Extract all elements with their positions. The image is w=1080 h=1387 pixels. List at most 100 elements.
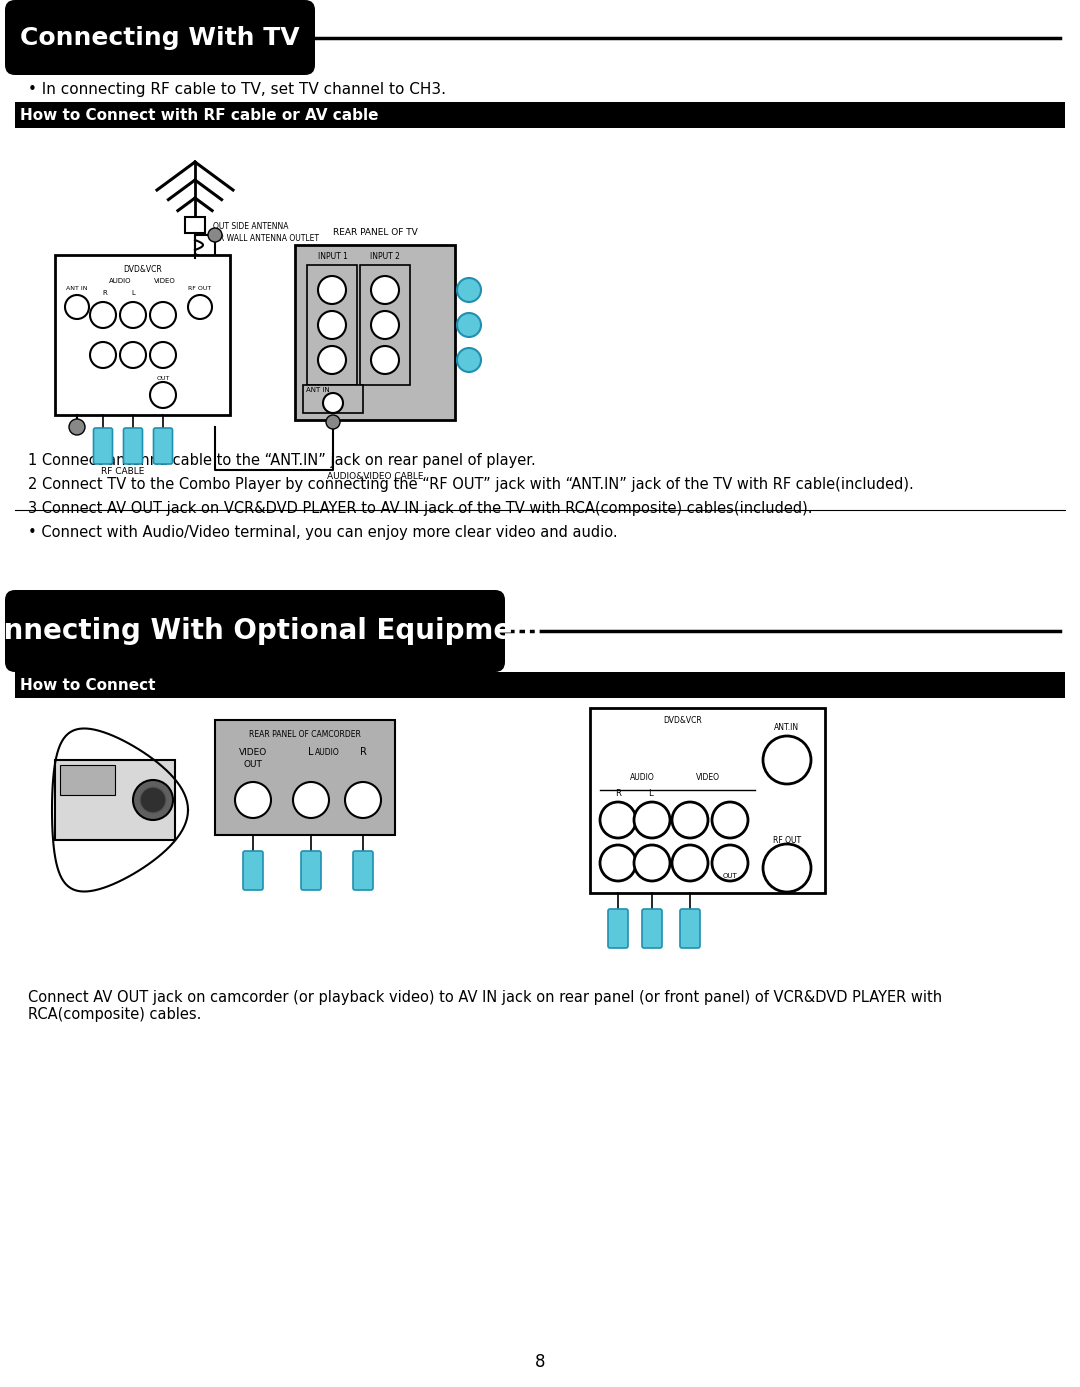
Bar bbox=[590, 707, 825, 893]
Text: RF CABLE: RF CABLE bbox=[100, 467, 145, 476]
Bar bbox=[215, 720, 395, 835]
Circle shape bbox=[762, 736, 811, 784]
Circle shape bbox=[712, 845, 748, 881]
Circle shape bbox=[140, 786, 166, 813]
Text: DVD&VCR: DVD&VCR bbox=[663, 716, 702, 725]
Circle shape bbox=[120, 302, 146, 327]
Text: AUDIO: AUDIO bbox=[109, 277, 132, 284]
Text: R: R bbox=[616, 789, 621, 798]
Text: DVD&VCR: DVD&VCR bbox=[123, 265, 162, 275]
Circle shape bbox=[293, 782, 329, 818]
Circle shape bbox=[208, 227, 222, 241]
Circle shape bbox=[762, 845, 811, 892]
Circle shape bbox=[318, 345, 346, 374]
Text: RF OUT: RF OUT bbox=[773, 836, 801, 845]
Text: VIDEO: VIDEO bbox=[696, 773, 720, 782]
Bar bbox=[15, 671, 1065, 698]
Bar bbox=[60, 766, 114, 795]
FancyBboxPatch shape bbox=[642, 908, 662, 947]
Text: OUT: OUT bbox=[157, 376, 170, 381]
Text: • In connecting RF cable to TV, set TV channel to CH3.: • In connecting RF cable to TV, set TV c… bbox=[28, 82, 446, 97]
Text: 2 Connect TV to the Combo Player by connecting the “RF OUT” jack with “ANT.IN” j: 2 Connect TV to the Combo Player by conn… bbox=[28, 477, 914, 492]
Polygon shape bbox=[52, 728, 188, 892]
Text: How to Connect with RF cable or AV cable: How to Connect with RF cable or AV cable bbox=[21, 108, 378, 122]
Text: L: L bbox=[648, 789, 652, 798]
Circle shape bbox=[634, 845, 670, 881]
Circle shape bbox=[634, 802, 670, 838]
Circle shape bbox=[457, 313, 481, 337]
Bar bbox=[55, 255, 230, 415]
FancyBboxPatch shape bbox=[5, 0, 315, 75]
Circle shape bbox=[150, 343, 176, 368]
FancyBboxPatch shape bbox=[243, 852, 264, 890]
Circle shape bbox=[326, 415, 340, 429]
Text: ANT.IN: ANT.IN bbox=[774, 723, 799, 732]
FancyBboxPatch shape bbox=[94, 429, 112, 465]
Circle shape bbox=[150, 381, 176, 408]
Text: • Connect with Audio/Video terminal, you can enjoy more clear video and audio.: • Connect with Audio/Video terminal, you… bbox=[28, 526, 618, 540]
Text: Connect AV OUT jack on camcorder (or playback video) to AV IN jack on rear panel: Connect AV OUT jack on camcorder (or pla… bbox=[28, 990, 942, 1022]
Text: AUDIO&VIDEO CABLE: AUDIO&VIDEO CABLE bbox=[327, 472, 423, 481]
Circle shape bbox=[318, 311, 346, 338]
Circle shape bbox=[712, 802, 748, 838]
Circle shape bbox=[672, 802, 708, 838]
Text: 3 Connect AV OUT jack on VCR&DVD PLAYER to AV IN jack of the TV with RCA(composi: 3 Connect AV OUT jack on VCR&DVD PLAYER … bbox=[28, 501, 812, 516]
Text: REAR PANEL OF CAMCORDER: REAR PANEL OF CAMCORDER bbox=[249, 730, 361, 739]
Text: INPUT 1: INPUT 1 bbox=[319, 252, 348, 261]
Circle shape bbox=[345, 782, 381, 818]
Text: Connecting With TV: Connecting With TV bbox=[21, 25, 300, 50]
Text: L: L bbox=[131, 290, 135, 295]
Bar bbox=[303, 386, 363, 413]
Bar bbox=[15, 103, 1065, 128]
FancyBboxPatch shape bbox=[353, 852, 373, 890]
Circle shape bbox=[69, 419, 85, 436]
Circle shape bbox=[457, 277, 481, 302]
Text: Connecting With Optional Equipment: Connecting With Optional Equipment bbox=[0, 617, 545, 645]
Circle shape bbox=[457, 348, 481, 372]
FancyBboxPatch shape bbox=[5, 589, 505, 671]
Text: R: R bbox=[103, 290, 107, 295]
Text: OUT SIDE ANTENNA: OUT SIDE ANTENNA bbox=[213, 222, 288, 232]
Circle shape bbox=[323, 393, 343, 413]
Text: 1 Connect antenna cable to the “ANT.IN” jack on rear panel of player.: 1 Connect antenna cable to the “ANT.IN” … bbox=[28, 454, 536, 467]
FancyBboxPatch shape bbox=[123, 429, 143, 465]
Text: ANT IN: ANT IN bbox=[306, 387, 329, 393]
Text: OR WALL ANTENNA OUTLET: OR WALL ANTENNA OUTLET bbox=[213, 234, 319, 243]
Circle shape bbox=[65, 295, 89, 319]
Circle shape bbox=[133, 779, 173, 820]
FancyBboxPatch shape bbox=[608, 908, 627, 947]
Circle shape bbox=[318, 276, 346, 304]
Circle shape bbox=[90, 343, 116, 368]
Text: L: L bbox=[308, 748, 314, 757]
Text: How to Connect: How to Connect bbox=[21, 677, 156, 692]
Text: OUT: OUT bbox=[723, 872, 738, 879]
Text: ANT IN: ANT IN bbox=[66, 286, 87, 291]
FancyBboxPatch shape bbox=[301, 852, 321, 890]
Bar bbox=[185, 216, 205, 233]
Text: REAR PANEL OF TV: REAR PANEL OF TV bbox=[333, 227, 417, 237]
Circle shape bbox=[372, 276, 399, 304]
FancyBboxPatch shape bbox=[153, 429, 173, 465]
Bar bbox=[295, 245, 455, 420]
Circle shape bbox=[672, 845, 708, 881]
Text: AUDIO: AUDIO bbox=[630, 773, 654, 782]
Text: 8: 8 bbox=[535, 1352, 545, 1370]
Circle shape bbox=[235, 782, 271, 818]
Text: AUDIO: AUDIO bbox=[314, 748, 339, 757]
Circle shape bbox=[120, 343, 146, 368]
Text: RF OUT: RF OUT bbox=[188, 286, 212, 291]
Text: R: R bbox=[360, 748, 366, 757]
Circle shape bbox=[372, 311, 399, 338]
Circle shape bbox=[90, 302, 116, 327]
Bar bbox=[360, 265, 410, 386]
Bar bbox=[55, 760, 175, 841]
Circle shape bbox=[150, 302, 176, 327]
FancyBboxPatch shape bbox=[680, 908, 700, 947]
Circle shape bbox=[600, 802, 636, 838]
Text: INPUT 2: INPUT 2 bbox=[370, 252, 400, 261]
Bar bbox=[307, 265, 357, 386]
Circle shape bbox=[600, 845, 636, 881]
Text: OUT: OUT bbox=[244, 760, 262, 768]
Text: VIDEO: VIDEO bbox=[239, 748, 267, 757]
Text: VIDEO: VIDEO bbox=[154, 277, 176, 284]
